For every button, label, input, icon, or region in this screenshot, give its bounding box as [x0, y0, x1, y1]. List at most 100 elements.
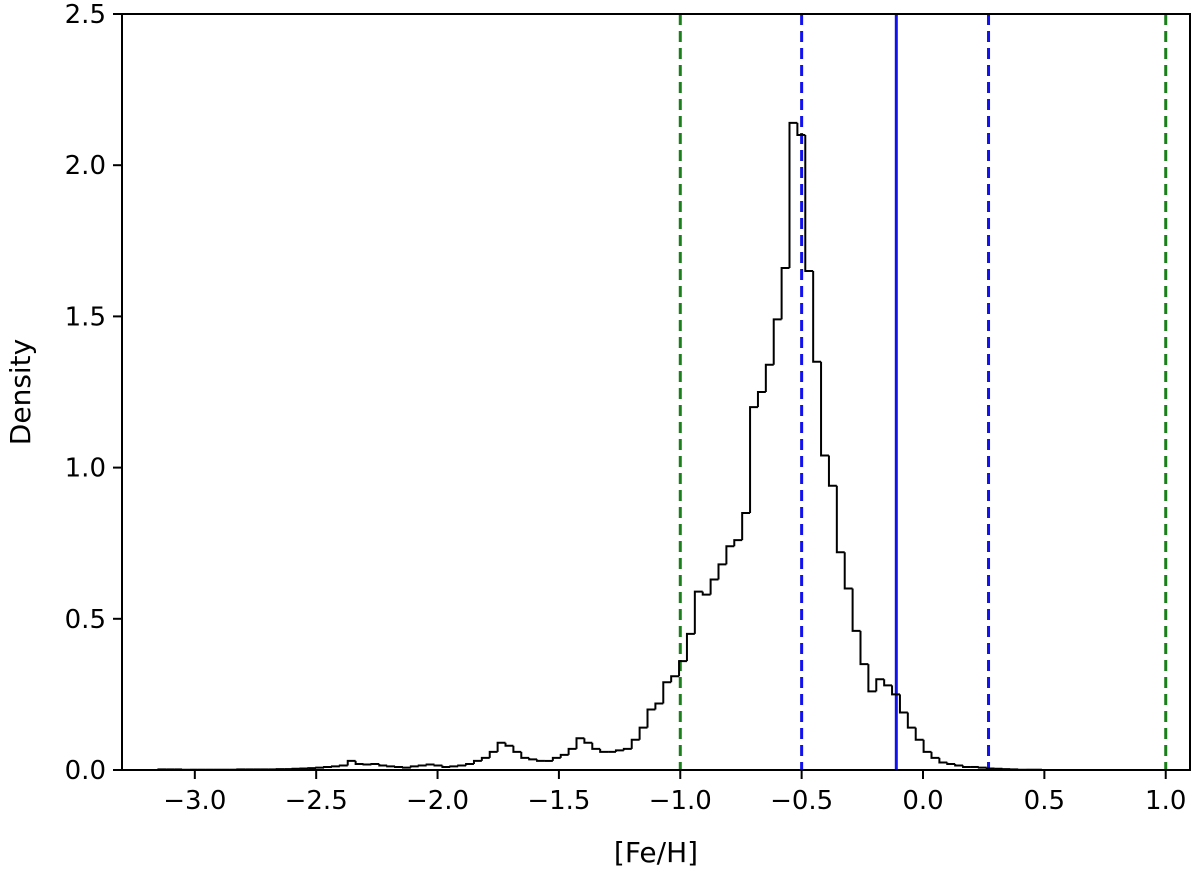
histogram-bin [804, 134, 814, 273]
histogram-bin [812, 271, 822, 363]
histogram-bin [315, 766, 325, 769]
histogram-bin [954, 763, 964, 767]
histogram-bin [449, 765, 459, 768]
histogram-bin [749, 406, 758, 513]
histogram-bin [575, 737, 585, 749]
histogram-bin [906, 712, 916, 729]
histogram-bin [338, 764, 348, 767]
histogram-bin [772, 318, 782, 365]
histogram-bin [701, 591, 711, 596]
histogram-bin [386, 765, 396, 768]
histogram-bin [425, 763, 435, 766]
histogram-bin [591, 742, 601, 750]
x-tick-label: −1.0 [649, 786, 712, 816]
histogram-bin [654, 702, 664, 710]
histogram-bin [709, 578, 719, 595]
histogram-bin [504, 742, 514, 747]
histogram-bin [370, 762, 380, 765]
histogram-bin [441, 765, 451, 768]
histogram-bin [465, 762, 474, 766]
histogram-bin [725, 545, 735, 565]
y-tick-label: 2.0 [65, 151, 106, 181]
histogram-bin [670, 675, 680, 683]
histogram-bin [630, 738, 640, 749]
histogram-bin [583, 738, 593, 744]
histogram-bin [417, 764, 427, 767]
y-axis-label: Density [4, 339, 37, 445]
histogram-bin [496, 741, 506, 752]
histogram-bin [599, 748, 609, 753]
histogram-bin [875, 678, 885, 692]
histogram-bin [551, 756, 561, 761]
histogram-bin [898, 694, 908, 714]
x-axis-label: [Fe/H] [614, 836, 698, 869]
y-tick-label: 1.5 [65, 302, 106, 332]
y-axis-ticks: 0.0 0.5 1.0 1.5 2.0 2.5 [65, 0, 122, 786]
histogram-bin [780, 267, 790, 320]
histogram-bin [394, 765, 403, 768]
histogram-bin [457, 764, 467, 767]
x-tick-label: −2.0 [406, 786, 469, 816]
reference-lines [678, 14, 1168, 770]
histogram-bin [512, 745, 522, 753]
histogram-bin [378, 763, 388, 767]
histogram-bin [646, 708, 656, 728]
histogram-bin [614, 749, 624, 752]
x-tick-label: −0.5 [770, 786, 833, 816]
y-tick-label: 2.5 [65, 0, 106, 30]
x-tick-label: −3.0 [163, 786, 226, 816]
histogram-bin [891, 685, 900, 696]
histogram-bin [433, 764, 443, 767]
histogram-bin [733, 539, 743, 547]
histogram-bin [323, 765, 332, 768]
histogram-bin [520, 751, 530, 759]
histogram-bin [488, 750, 498, 758]
histogram-bin [409, 765, 419, 768]
histogram-bin [693, 590, 703, 634]
histogram-bin [362, 763, 372, 766]
histogram-bin [472, 759, 482, 764]
histogram-bin [528, 757, 538, 761]
histogram-bin [977, 766, 987, 769]
histogram-bin [756, 391, 766, 408]
histogram-bin [354, 760, 364, 765]
histogram-bin [559, 753, 569, 758]
histogram-bin [741, 511, 751, 541]
histogram-bin [922, 739, 932, 753]
x-tick-label: 0.5 [1024, 786, 1065, 816]
y-tick-label: 0.5 [65, 605, 106, 635]
y-tick-label: 1.0 [65, 454, 106, 484]
histogram-bin [717, 563, 727, 580]
y-tick-label: 0.0 [65, 756, 106, 786]
histogram-bin [685, 632, 695, 662]
histogram-bin [938, 757, 948, 764]
histogram-bin [764, 363, 774, 392]
histogram-bin [567, 747, 577, 755]
histogram-bin [946, 762, 956, 765]
histogram-bin [827, 455, 837, 487]
histogram-bin [859, 630, 869, 666]
histogram-bin [480, 756, 490, 761]
histogram-bin [330, 765, 340, 768]
histogram-bin [346, 759, 356, 766]
histogram-bin [914, 727, 924, 741]
x-tick-label: 1.0 [1145, 786, 1186, 816]
histogram-bin [678, 660, 687, 677]
histogram-bin [788, 121, 798, 269]
histogram-series [157, 121, 1043, 771]
histogram-bin [962, 765, 971, 768]
histogram-bin [851, 588, 861, 632]
histogram-bin [843, 552, 853, 590]
axes-frame [121, 13, 1191, 771]
histogram-bin [930, 751, 940, 759]
x-tick-label: 0.0 [902, 786, 943, 816]
x-tick-label: −2.5 [285, 786, 348, 816]
histogram-bin [622, 747, 632, 751]
histogram-bin [401, 766, 411, 769]
histogram-bin [867, 664, 877, 693]
histogram-bin [820, 361, 829, 457]
histogram-bin [796, 122, 806, 136]
histogram-bin [835, 485, 845, 554]
histogram-bin [536, 759, 545, 762]
